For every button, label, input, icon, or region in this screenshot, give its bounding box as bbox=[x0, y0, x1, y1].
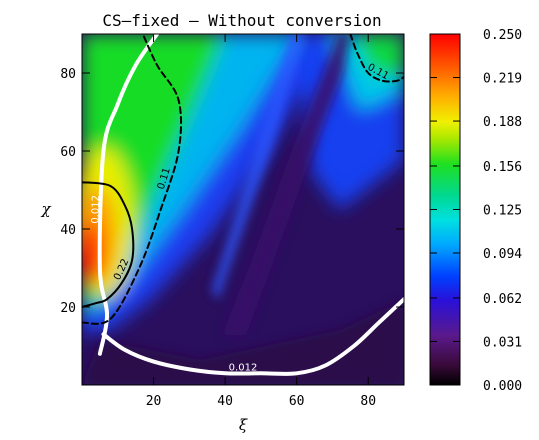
x-axis-label: ξ bbox=[239, 416, 248, 434]
colorbar-tick-label: 0.125 bbox=[483, 204, 522, 219]
x-tick-label: 20 bbox=[146, 394, 162, 409]
contour-line-3 bbox=[349, 34, 404, 83]
y-axis: 20 40 60 80 bbox=[60, 67, 404, 316]
contour-group bbox=[82, 34, 404, 376]
x-axis: 20 40 60 80 bbox=[146, 34, 376, 409]
x-tick-label: 80 bbox=[360, 394, 376, 409]
colorbar-tick-label: 0.062 bbox=[483, 292, 522, 307]
colorbar-tick-label: 0.000 bbox=[483, 379, 522, 394]
colorbar-tick-label: 0.250 bbox=[483, 28, 522, 43]
y-tick-label: 40 bbox=[60, 223, 76, 238]
contour-line-1 bbox=[101, 297, 404, 376]
y-tick-label: 80 bbox=[60, 67, 76, 82]
contour-line-2 bbox=[82, 34, 183, 325]
colorbar-tick-label: 0.219 bbox=[483, 72, 522, 87]
colorbar-tick-label: 0.031 bbox=[483, 335, 522, 350]
contour-line-0 bbox=[97, 34, 160, 356]
contour-label: 0.012 bbox=[229, 362, 258, 373]
contour-label: 0.012 bbox=[90, 195, 102, 224]
plot-frame bbox=[81, 33, 405, 386]
y-axis-label: χ bbox=[40, 200, 51, 218]
colorbar-ticks: 0.000 0.031 0.062 0.094 0.125 0.156 0.188 0.219… bbox=[430, 28, 522, 394]
chart-title: CS–fixed – Without conversion bbox=[102, 11, 381, 30]
x-tick-label: 60 bbox=[289, 394, 305, 409]
colorbar-tick-label: 0.156 bbox=[483, 160, 522, 175]
contour-line-4 bbox=[82, 181, 135, 308]
colorbar-tick-label: 0.188 bbox=[483, 115, 522, 130]
x-tick-label: 40 bbox=[217, 394, 233, 409]
y-tick-label: 20 bbox=[60, 301, 76, 316]
colorbar-tick-label: 0.094 bbox=[483, 247, 522, 262]
y-tick-label: 60 bbox=[60, 145, 76, 160]
